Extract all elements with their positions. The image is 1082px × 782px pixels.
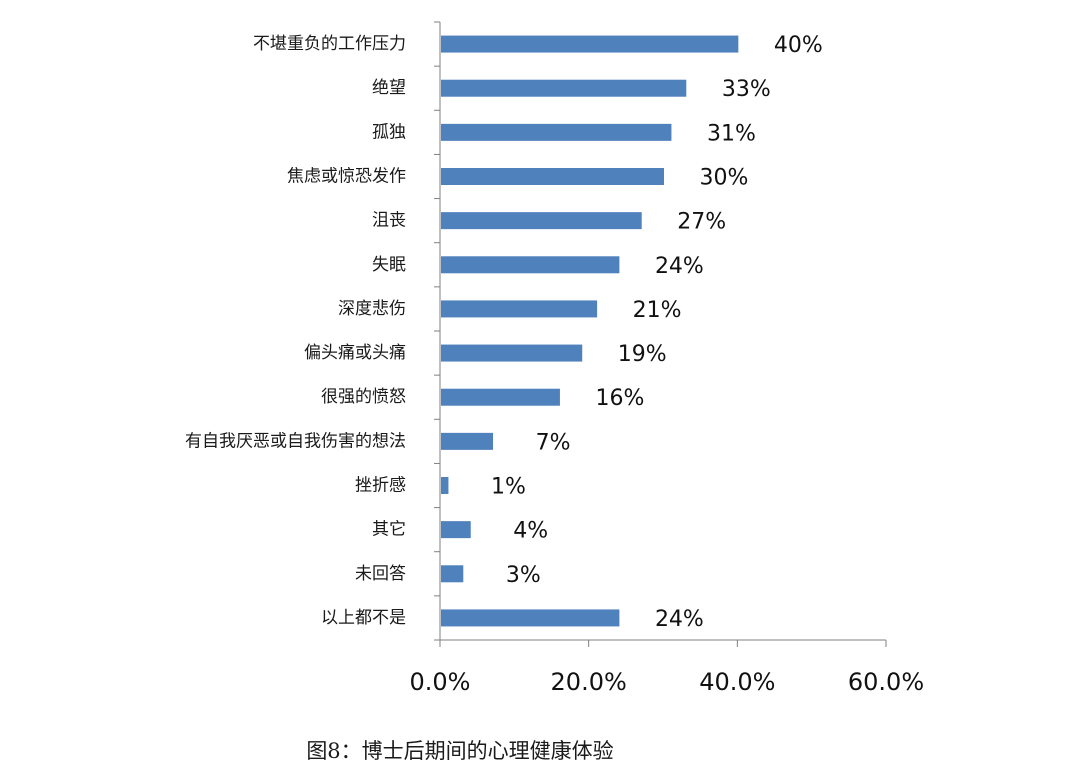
category-label: 绝望 bbox=[372, 78, 406, 98]
category-label: 失眠 bbox=[372, 255, 406, 275]
category-label: 挫折感 bbox=[355, 476, 406, 496]
value-label: 1% bbox=[491, 475, 526, 500]
bar-chart: 0.0% 20.0% 40.0% 60.0% 不堪重负的工作压力 40% 绝望 33% 孤独 31… bbox=[185, 21, 924, 696]
bar bbox=[441, 432, 494, 450]
category-label: 以上都不是 bbox=[321, 608, 406, 628]
x-tick-label: 0.0% bbox=[410, 668, 471, 696]
bar bbox=[441, 168, 664, 185]
value-label: 24% bbox=[655, 607, 704, 632]
bar bbox=[441, 565, 464, 583]
figure-caption: 图8：博士后期间的心理健康体验 bbox=[306, 739, 614, 763]
value-label: 24% bbox=[655, 254, 704, 279]
category-label: 焦虑或惊恐发作 bbox=[287, 167, 406, 187]
bar bbox=[441, 79, 687, 97]
value-label: 31% bbox=[707, 121, 756, 146]
category-label: 偏头痛或头痛 bbox=[304, 343, 406, 363]
x-tick-label: 20.0% bbox=[551, 668, 627, 696]
value-label: 30% bbox=[700, 166, 749, 191]
value-label: 4% bbox=[513, 519, 548, 544]
value-label: 19% bbox=[618, 342, 667, 367]
bar bbox=[441, 477, 449, 494]
category-label: 其它 bbox=[372, 520, 406, 540]
category-label: 孤独 bbox=[372, 122, 406, 142]
value-label: 40% bbox=[774, 33, 823, 58]
category-label: 有自我厌恶或自我伤害的想法 bbox=[185, 431, 406, 451]
bar bbox=[441, 521, 471, 539]
bar bbox=[441, 35, 739, 53]
value-label: 7% bbox=[536, 430, 571, 455]
category-label: 很强的愤怒 bbox=[321, 387, 406, 407]
category-label: 深度悲伤 bbox=[338, 299, 406, 319]
x-tick-label: 40.0% bbox=[699, 668, 775, 696]
category-label: 未回答 bbox=[355, 564, 406, 584]
x-tick-label: 60.0% bbox=[848, 668, 924, 696]
bar bbox=[441, 300, 598, 318]
bar bbox=[441, 256, 620, 274]
chart-axes bbox=[434, 21, 887, 647]
chart-bars bbox=[441, 35, 739, 627]
bar bbox=[441, 344, 583, 362]
value-label: 21% bbox=[633, 298, 682, 323]
category-label: 不堪重负的工作压力 bbox=[253, 34, 406, 54]
bar bbox=[441, 123, 672, 141]
value-label: 16% bbox=[595, 386, 644, 411]
chart-labels: 0.0% 20.0% 40.0% 60.0% 不堪重负的工作压力 40% 绝望 33% 孤独 31… bbox=[185, 33, 924, 696]
bar bbox=[441, 609, 620, 627]
category-label: 沮丧 bbox=[372, 211, 406, 231]
value-label: 27% bbox=[677, 210, 726, 235]
value-label: 3% bbox=[506, 563, 541, 588]
bar bbox=[441, 388, 560, 406]
value-label: 33% bbox=[722, 77, 771, 102]
bar bbox=[441, 212, 642, 230]
